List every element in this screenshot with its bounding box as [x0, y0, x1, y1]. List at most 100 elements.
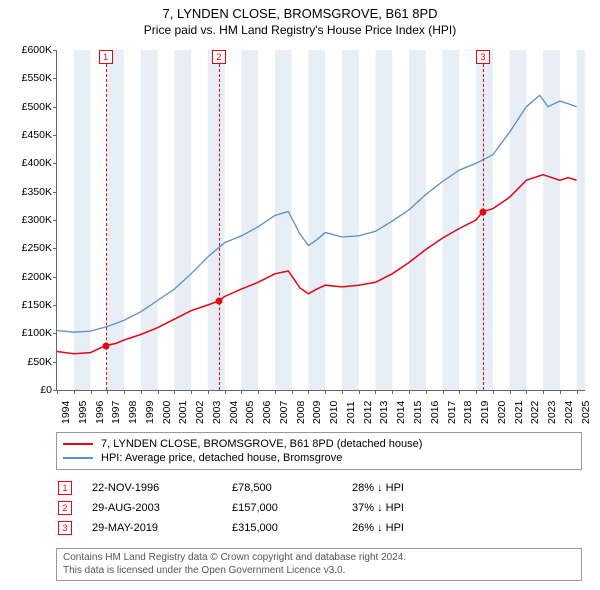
x-tick-mark — [241, 390, 242, 394]
y-tick-label: £100K — [2, 327, 52, 339]
x-tick-mark — [359, 390, 360, 394]
x-tick-label: 2001 — [177, 401, 189, 424]
y-tick-mark — [53, 135, 57, 136]
x-tick-label: 2021 — [513, 401, 525, 424]
y-tick-label: £450K — [2, 129, 52, 141]
x-tick-mark — [560, 390, 561, 394]
x-tick-label: 2000 — [161, 401, 173, 424]
x-tick-mark — [409, 390, 410, 394]
marker-number-box: 3 — [476, 50, 490, 64]
y-tick-mark — [53, 277, 57, 278]
x-tick-mark — [543, 390, 544, 394]
chart-container: 7, LYNDEN CLOSE, BROMSGROVE, B61 8PD Pri… — [0, 0, 600, 590]
x-tick-mark — [510, 390, 511, 394]
x-tick-label: 2018 — [462, 401, 474, 424]
x-tick-mark — [124, 390, 125, 394]
legend-row-2: HPI: Average price, detached house, Brom… — [63, 451, 575, 465]
legend-swatch-1 — [63, 443, 93, 445]
marker-vline — [483, 64, 484, 390]
footer-line-2: This data is licensed under the Open Gov… — [63, 565, 575, 578]
marker-dot — [215, 298, 222, 305]
x-tick-label: 2005 — [244, 401, 256, 424]
x-tick-mark — [493, 390, 494, 394]
x-tick-label: 2022 — [529, 401, 541, 424]
y-tick-label: £600K — [2, 44, 52, 56]
x-tick-mark — [577, 390, 578, 394]
chart-title: 7, LYNDEN CLOSE, BROMSGROVE, B61 8PD — [0, 0, 600, 21]
x-tick-label: 1996 — [94, 401, 106, 424]
y-tick-label: £250K — [2, 242, 52, 254]
y-tick-label: £500K — [2, 101, 52, 113]
footer-box: Contains HM Land Registry data © Crown c… — [56, 548, 582, 581]
chart-plot-area: 1 2 3 — [56, 50, 585, 391]
x-tick-mark — [526, 390, 527, 394]
y-tick-mark — [53, 192, 57, 193]
y-tick-mark — [53, 333, 57, 334]
x-tick-mark — [91, 390, 92, 394]
y-tick-label: £200K — [2, 271, 52, 283]
chart-subtitle: Price paid vs. HM Land Registry's House … — [0, 21, 600, 41]
x-tick-mark — [258, 390, 259, 394]
row-marker-box: 1 — [58, 481, 72, 495]
y-tick-mark — [53, 248, 57, 249]
x-tick-mark — [292, 390, 293, 394]
x-tick-mark — [225, 390, 226, 394]
x-tick-label: 2006 — [261, 401, 273, 424]
marker-number-box: 2 — [212, 50, 226, 64]
x-tick-label: 2025 — [580, 401, 592, 424]
x-tick-label: 2020 — [496, 401, 508, 424]
marker-dot — [479, 208, 486, 215]
row-date: 29-MAY-2019 — [78, 522, 232, 534]
x-tick-mark — [107, 390, 108, 394]
y-tick-label: £550K — [2, 72, 52, 84]
x-tick-label: 1998 — [127, 401, 139, 424]
marker-vline — [219, 64, 220, 390]
row-date: 22-NOV-1996 — [78, 482, 232, 494]
y-tick-label: £0 — [2, 384, 52, 396]
x-tick-label: 2019 — [479, 401, 491, 424]
legend-label-2: HPI: Average price, detached house, Brom… — [101, 452, 342, 464]
x-tick-mark — [325, 390, 326, 394]
table-row: 122-NOV-1996£78,50028% ↓ HPI — [56, 478, 582, 498]
y-tick-label: £50K — [2, 356, 52, 368]
y-tick-label: £300K — [2, 214, 52, 226]
x-tick-mark — [342, 390, 343, 394]
x-tick-mark — [459, 390, 460, 394]
y-tick-label: £350K — [2, 186, 52, 198]
x-tick-label: 2016 — [429, 401, 441, 424]
x-tick-mark — [476, 390, 477, 394]
x-tick-mark — [158, 390, 159, 394]
table-row: 329-MAY-2019£315,00026% ↓ HPI — [56, 518, 582, 538]
x-tick-mark — [74, 390, 75, 394]
footer-line-1: Contains HM Land Registry data © Crown c… — [63, 552, 575, 565]
x-tick-label: 1997 — [110, 401, 122, 424]
row-marker-box: 2 — [58, 501, 72, 515]
x-tick-mark — [308, 390, 309, 394]
legend-row-1: 7, LYNDEN CLOSE, BROMSGROVE, B61 8PD (de… — [63, 437, 575, 451]
y-tick-mark — [53, 305, 57, 306]
sales-table: 122-NOV-1996£78,50028% ↓ HPI229-AUG-2003… — [56, 478, 582, 538]
x-tick-mark — [174, 390, 175, 394]
x-tick-mark — [392, 390, 393, 394]
x-tick-mark — [141, 390, 142, 394]
x-tick-mark — [426, 390, 427, 394]
y-tick-mark — [53, 50, 57, 51]
x-tick-label: 2008 — [295, 401, 307, 424]
row-marker-box: 3 — [58, 521, 72, 535]
marker-number-box: 1 — [99, 50, 113, 64]
x-tick-label: 1999 — [144, 401, 156, 424]
x-tick-label: 2007 — [278, 401, 290, 424]
x-tick-label: 2012 — [362, 401, 374, 424]
y-tick-mark — [53, 220, 57, 221]
x-tick-mark — [191, 390, 192, 394]
x-tick-label: 2017 — [446, 401, 458, 424]
row-date: 29-AUG-2003 — [78, 502, 232, 514]
x-tick-mark — [275, 390, 276, 394]
chart-svg — [57, 50, 585, 390]
x-tick-label: 2011 — [345, 401, 357, 424]
table-row: 229-AUG-2003£157,00037% ↓ HPI — [56, 498, 582, 518]
y-tick-mark — [53, 362, 57, 363]
legend-box: 7, LYNDEN CLOSE, BROMSGROVE, B61 8PD (de… — [56, 432, 582, 470]
y-tick-mark — [53, 163, 57, 164]
x-tick-label: 1994 — [60, 401, 72, 424]
